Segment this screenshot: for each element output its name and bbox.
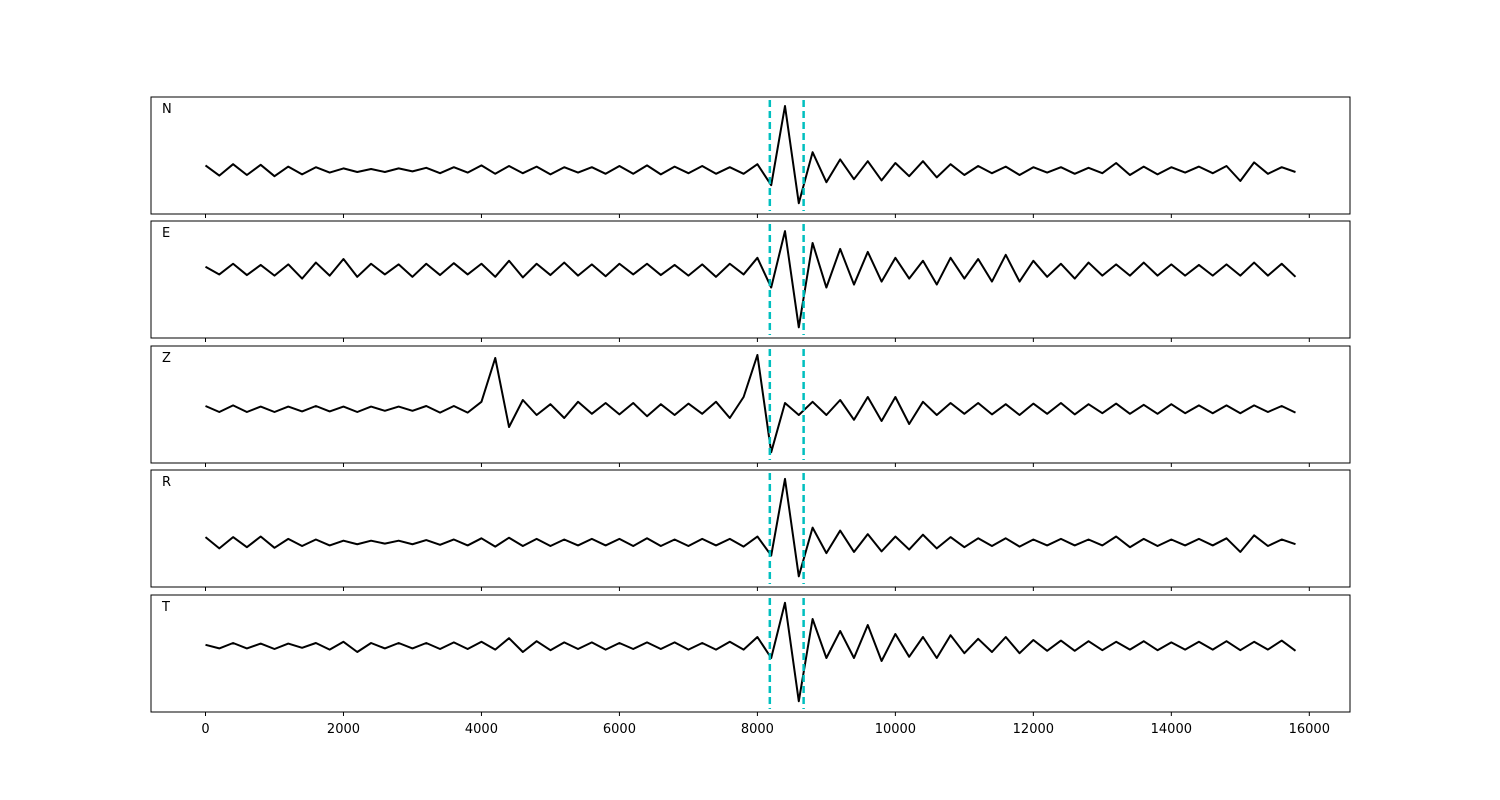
waveform xyxy=(205,230,1297,329)
axes-frame xyxy=(150,96,1351,215)
axes-frame xyxy=(150,345,1351,464)
panel-label: T xyxy=(161,600,170,615)
x-tick-label: 16000 xyxy=(1289,722,1330,737)
panel-label: N xyxy=(162,102,172,117)
panel: N xyxy=(150,96,1351,218)
axes-frame xyxy=(150,469,1351,588)
x-tick-label: 8000 xyxy=(741,722,774,737)
waveform xyxy=(204,477,1296,578)
panel: Z xyxy=(150,345,1351,467)
x-tick-label: 4000 xyxy=(465,722,498,737)
panel: 0 2000 4000 6000 8000 10000 12000 14000 16000 T xyxy=(150,594,1351,737)
x-tick-label: 6000 xyxy=(603,722,636,737)
panel-label: Z xyxy=(162,351,171,366)
waveform xyxy=(205,601,1297,703)
panel-label: E xyxy=(162,226,170,241)
axes-frame xyxy=(150,220,1351,339)
x-tick-label: 12000 xyxy=(1013,722,1054,737)
axes-frame xyxy=(150,594,1351,713)
waveform xyxy=(204,105,1296,205)
x-tick-label: 14000 xyxy=(1151,722,1192,737)
panel: R xyxy=(150,469,1351,591)
panel-label: R xyxy=(162,475,171,490)
panel: E xyxy=(150,220,1351,342)
x-tick-label: 2000 xyxy=(327,722,360,737)
x-tick-label: 0 xyxy=(201,722,209,737)
waveform xyxy=(205,354,1296,454)
x-tick-label: 10000 xyxy=(875,722,916,737)
